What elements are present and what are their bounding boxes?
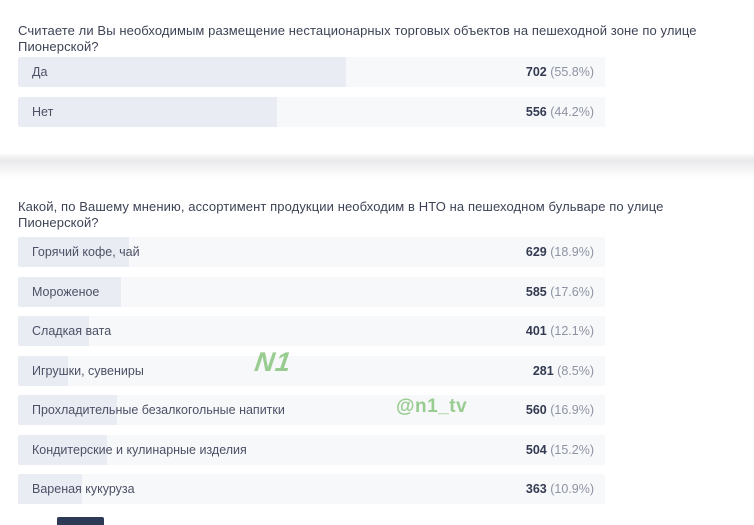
poll-option-stats: 702 (55.8%) — [526, 57, 594, 87]
poll-option-row[interactable]: Игрушки, сувениры 281 (8.5%) — [18, 355, 605, 386]
poll-option-stats: 281 (8.5%) — [533, 356, 594, 386]
poll-option-label: Вареная кукуруза — [32, 482, 135, 496]
poll-option-stats: 363 (10.9%) — [526, 474, 594, 504]
poll-option-percent: (12.1%) — [546, 324, 594, 338]
question-2-options: Горячий кофе, чай 629 (18.9%) Мороженое 585… — [18, 237, 605, 514]
poll-option-stats: 401 (12.1%) — [526, 316, 594, 346]
poll-option-stats: 560 (16.9%) — [526, 395, 594, 425]
poll-option-bar-fill — [18, 276, 122, 307]
poll-option-label: Да — [32, 65, 48, 79]
poll-option-stats: 585 (17.6%) — [526, 277, 594, 307]
poll-option-stats: 504 (15.2%) — [526, 435, 594, 465]
question-1-title: Считаете ли Вы необходимым размещение не… — [18, 23, 697, 54]
section-divider — [0, 154, 754, 178]
poll-option-count: 702 — [525, 65, 547, 79]
poll-option-count: 504 — [525, 442, 547, 457]
poll-option-bar-fill — [18, 434, 108, 465]
poll-option-percent: (10.9%) — [546, 482, 594, 496]
poll-option-row[interactable]: Мороженое 585 (17.6%) — [18, 276, 605, 307]
poll-option-count: 363 — [525, 482, 547, 496]
poll-option-label: Сладкая вата — [32, 324, 112, 338]
poll-option-row[interactable]: Прохладительные безалкогольные напитки 56… — [18, 395, 605, 425]
poll-option-percent: (55.8%) — [546, 65, 594, 79]
poll-option-label: Мороженое — [32, 284, 100, 299]
poll-option-row[interactable]: Кондитерские и кулинарные изделия 504 (15… — [18, 434, 605, 465]
poll-option-bar-fill — [18, 237, 129, 267]
poll-option-stats: 629 (18.9%) — [526, 237, 594, 267]
poll-option-row[interactable]: Горячий кофе, чай 629 (18.9%) — [18, 237, 605, 267]
poll-option-count: 556 — [525, 105, 547, 119]
poll-option-count: 560 — [525, 403, 547, 417]
poll-option-percent: (17.6%) — [546, 284, 594, 299]
poll-option-bar-fill — [18, 97, 278, 127]
poll-option-percent: (44.2%) — [546, 105, 594, 119]
poll-option-count: 401 — [525, 324, 547, 338]
poll-option-bar-fill — [18, 355, 68, 386]
poll-option-label: Прохладительные безалкогольные напитки — [32, 403, 285, 417]
cutoff-dark-bar — [57, 517, 104, 525]
poll-option-label: Нет — [32, 105, 54, 119]
poll-option-label: Горячий кофе, чай — [32, 245, 140, 259]
n1-logo-watermark: N1 — [252, 347, 294, 377]
n1-handle-watermark: @n1_tv — [396, 396, 468, 417]
poll-option-stats: 556 (44.2%) — [526, 97, 594, 127]
question-2-title: Какой, по Вашему мнению, ассортимент про… — [18, 199, 664, 230]
poll-option-label: Игрушки, сувениры — [32, 363, 144, 378]
poll-option-row[interactable]: Нет 556 (44.2%) — [18, 97, 605, 127]
poll-option-row[interactable]: Сладкая вата 401 (12.1%) — [18, 316, 605, 346]
poll-option-bar-fill — [18, 395, 118, 425]
poll-option-bar-fill — [18, 316, 90, 346]
poll-option-row[interactable]: Да 702 (55.8%) — [18, 57, 605, 87]
poll-option-label: Кондитерские и кулинарные изделия — [32, 442, 247, 457]
poll-option-bar-fill — [18, 474, 82, 504]
poll-option-percent: (8.5%) — [553, 363, 594, 378]
question-1-options: Да 702 (55.8%) Нет 556 (44.2%) — [18, 57, 605, 137]
poll-option-percent: (18.9%) — [546, 245, 594, 259]
poll-option-count: 585 — [525, 284, 547, 299]
poll-option-bar-fill — [18, 57, 346, 87]
poll-option-row[interactable]: Вареная кукуруза 363 (10.9%) — [18, 474, 605, 504]
poll-option-count: 629 — [525, 245, 547, 259]
poll-option-count: 281 — [532, 363, 554, 378]
poll-option-percent: (16.9%) — [546, 403, 594, 417]
poll-option-percent: (15.2%) — [546, 442, 594, 457]
